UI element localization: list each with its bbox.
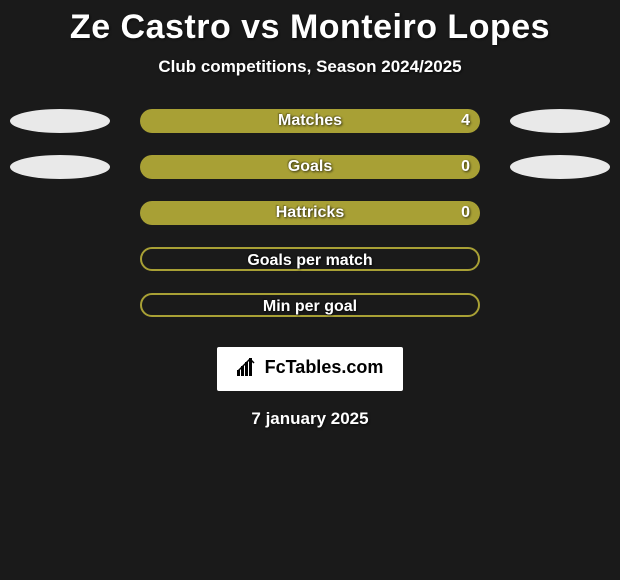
stat-value: 4 (461, 109, 470, 133)
stat-label: Hattricks (140, 201, 480, 225)
snapshot-date: 7 january 2025 (0, 409, 620, 429)
stat-bar: Goals 0 (140, 155, 480, 179)
stat-row-matches: Matches 4 (0, 109, 620, 133)
brand-badge: FcTables.com (217, 347, 404, 391)
stat-bar: Goals per match (140, 247, 480, 271)
left-player-oval (10, 155, 110, 179)
comparison-infographic: Ze Castro vs Monteiro Lopes Club competi… (0, 0, 620, 580)
stat-bar: Min per goal (140, 293, 480, 317)
stat-label: Min per goal (142, 295, 478, 319)
stat-rows: Matches 4 Goals 0 Hattricks 0 Goals per … (0, 109, 620, 317)
stat-value: 0 (461, 201, 470, 225)
stat-label: Goals per match (142, 249, 478, 273)
page-title: Ze Castro vs Monteiro Lopes (0, 0, 620, 47)
stat-bar: Hattricks 0 (140, 201, 480, 225)
stat-bar: Matches 4 (140, 109, 480, 133)
brand-text: FcTables.com (265, 357, 384, 377)
right-player-oval (510, 155, 610, 179)
stat-row-min-per-goal: Min per goal (0, 293, 620, 317)
stat-row-goals-per-match: Goals per match (0, 247, 620, 271)
stat-label: Matches (140, 109, 480, 133)
stat-value: 0 (461, 155, 470, 179)
stat-row-goals: Goals 0 (0, 155, 620, 179)
left-player-oval (10, 109, 110, 133)
stat-label: Goals (140, 155, 480, 179)
stat-row-hattricks: Hattricks 0 (0, 201, 620, 225)
brand-logo-icon (237, 358, 259, 381)
right-player-oval (510, 109, 610, 133)
page-subtitle: Club competitions, Season 2024/2025 (0, 57, 620, 77)
